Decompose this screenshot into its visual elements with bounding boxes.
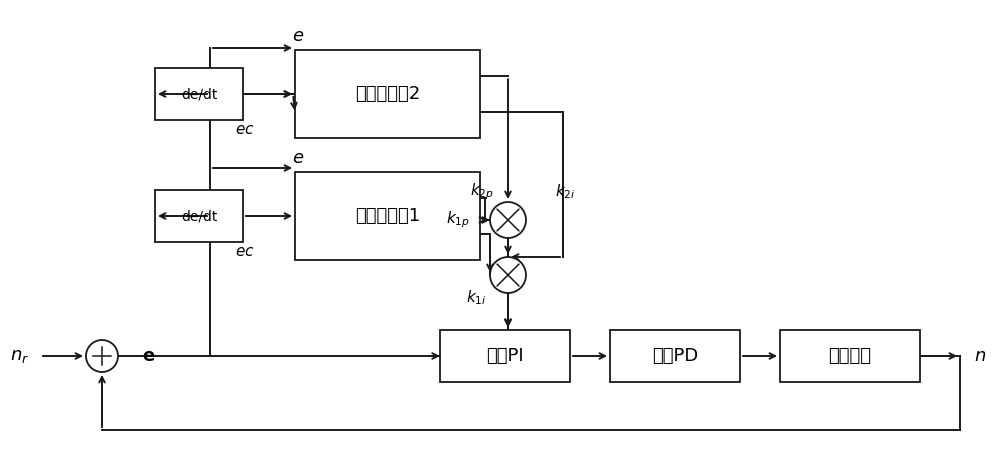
Text: 模糊控制器2: 模糊控制器2 (355, 85, 420, 103)
Bar (780, 330, 920, 382)
Text: 模糊控制器1: 模糊控制器1 (355, 207, 420, 225)
Text: 传统PD: 传统PD (652, 347, 698, 365)
Text: $ec$: $ec$ (235, 244, 255, 259)
Text: e: e (142, 347, 154, 365)
Circle shape (86, 340, 118, 372)
Text: $k_{2p}$: $k_{2p}$ (470, 182, 494, 202)
Text: $e$: $e$ (292, 27, 304, 45)
Bar (610, 330, 740, 382)
Text: 被控对象: 被控对象 (828, 347, 872, 365)
Text: $n_r$: $n_r$ (10, 347, 30, 365)
Circle shape (490, 202, 526, 238)
Bar (440, 330, 570, 382)
Bar (295, 50, 480, 138)
Text: $n$: $n$ (974, 347, 986, 365)
Text: $e$: $e$ (292, 149, 304, 167)
Text: de/dt: de/dt (181, 87, 217, 101)
Text: $k_{2i}$: $k_{2i}$ (555, 183, 575, 201)
Text: $k_{1p}$: $k_{1p}$ (446, 210, 470, 230)
Text: $k_{1i}$: $k_{1i}$ (466, 288, 486, 308)
Bar (155, 68, 243, 120)
Bar (155, 190, 243, 242)
Text: $ec$: $ec$ (235, 123, 255, 137)
Text: de/dt: de/dt (181, 209, 217, 223)
Circle shape (490, 257, 526, 293)
Bar (295, 172, 480, 260)
Text: 传统PI: 传统PI (486, 347, 524, 365)
